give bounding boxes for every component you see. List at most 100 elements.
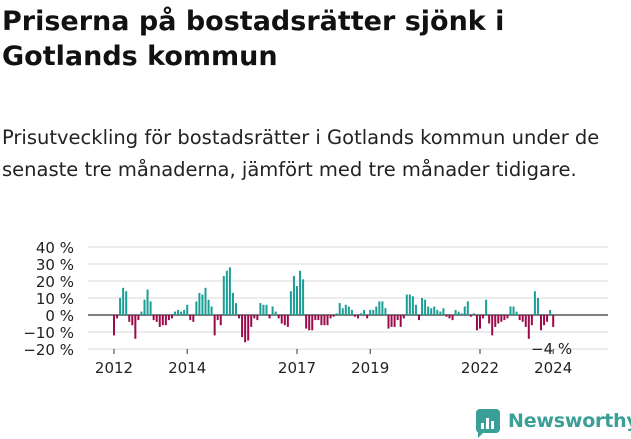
bar: [277, 315, 280, 319]
bar: [256, 315, 259, 321]
bar: [460, 313, 463, 315]
bar: [472, 313, 475, 315]
bar: [119, 298, 122, 315]
chart-subtitle: Prisutveckling för bostadsrätter i Gotla…: [2, 126, 600, 181]
bar: [549, 309, 552, 315]
bar: [341, 308, 344, 315]
bar: [454, 309, 457, 315]
bar: [366, 315, 369, 319]
bar: [180, 311, 183, 315]
bar: [262, 304, 265, 315]
bar: [125, 291, 128, 315]
bar: [286, 315, 289, 327]
bar: [216, 315, 219, 321]
grid-lines: [88, 246, 608, 350]
bar: [195, 301, 198, 315]
bar: [540, 315, 542, 331]
bars: [113, 267, 555, 343]
bar: [546, 315, 549, 322]
bar: [457, 311, 460, 315]
bar: [247, 315, 250, 341]
bar: [302, 279, 305, 315]
bar: [357, 315, 359, 319]
bar: [250, 315, 253, 327]
bar: [164, 315, 167, 326]
bar: [235, 303, 237, 315]
bar: [536, 298, 539, 315]
bar: [439, 311, 442, 315]
bar: [445, 315, 448, 317]
bar: [320, 315, 323, 326]
last-value-label: −4 %: [531, 340, 572, 358]
bar: [375, 306, 378, 315]
bar: [271, 306, 274, 315]
bar: [500, 315, 503, 322]
bar: [399, 315, 402, 327]
bar: [515, 311, 518, 315]
bar: [222, 275, 225, 315]
bar: [405, 294, 408, 315]
bar: [482, 315, 485, 319]
y-tick-label: 40 %: [36, 239, 74, 257]
bar: [488, 315, 491, 324]
bar: [436, 309, 439, 315]
bar: [469, 315, 472, 317]
bar-chart: −20 %−10 %0 %10 %20 %30 %40 % 2012 2014 201…: [23, 239, 608, 377]
bar: [244, 315, 247, 343]
bar: [268, 315, 271, 319]
bar: [314, 315, 317, 321]
bar: [479, 315, 481, 329]
bar: [344, 304, 347, 315]
bar: [335, 313, 338, 315]
bar: [332, 315, 335, 317]
bar: [524, 315, 527, 327]
bar: [207, 299, 210, 315]
bar: [396, 315, 399, 321]
bar: [219, 315, 222, 326]
bar: [393, 315, 396, 327]
bar: [418, 315, 420, 321]
bar: [326, 315, 329, 326]
bar: [137, 315, 140, 321]
bar: [134, 315, 137, 339]
bar: [521, 315, 524, 322]
bar: [363, 309, 366, 315]
x-tick-label: 2019: [351, 359, 389, 377]
bar: [299, 270, 302, 315]
bar: [530, 315, 533, 326]
bar: [283, 315, 286, 326]
bar: [289, 291, 292, 315]
y-tick-label: −10 %: [23, 324, 74, 342]
x-tick-label: 2022: [461, 359, 499, 377]
bar: [170, 315, 173, 319]
brand-name: Newsworthy: [508, 410, 631, 432]
bar: [128, 315, 131, 322]
bar: [198, 292, 201, 315]
bar: [231, 292, 234, 315]
bar: [155, 315, 158, 322]
x-tick-label: 2017: [278, 359, 316, 377]
bar: [167, 315, 170, 321]
bar: [414, 304, 417, 315]
x-tick-label: 2024: [534, 359, 572, 377]
bar: [131, 315, 134, 326]
bar: [543, 315, 546, 326]
y-tick-label: 20 %: [36, 273, 74, 291]
bar: [503, 315, 506, 321]
bar: [186, 304, 189, 315]
bar: [113, 315, 115, 336]
bar: [323, 315, 326, 326]
bar: [149, 301, 152, 315]
bar: [238, 315, 241, 319]
bar: [347, 306, 350, 315]
y-tick-label: 30 %: [36, 256, 74, 274]
chart-title: Priserna på bostadsrätter sjönk i Gotlan…: [2, 6, 505, 72]
bar: [497, 315, 500, 324]
bar: [433, 306, 436, 315]
bar: [305, 315, 308, 329]
bar: [140, 311, 143, 315]
bar: [280, 315, 283, 324]
bar: [311, 315, 314, 331]
bar: [427, 306, 430, 315]
bar: [143, 299, 146, 315]
